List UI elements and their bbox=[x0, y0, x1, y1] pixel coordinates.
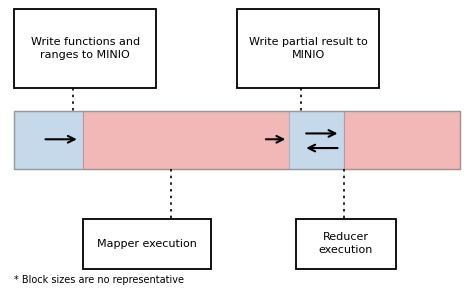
Bar bbox=[83, 111, 289, 169]
Bar bbox=[296, 219, 396, 269]
Bar bbox=[14, 9, 156, 88]
Text: Reducer
execution: Reducer execution bbox=[319, 232, 373, 256]
Bar bbox=[14, 111, 83, 169]
Bar bbox=[14, 111, 460, 169]
Text: * Block sizes are no representative: * Block sizes are no representative bbox=[14, 275, 184, 285]
Bar bbox=[83, 219, 211, 269]
Text: Write functions and
ranges to MINIO: Write functions and ranges to MINIO bbox=[31, 36, 140, 60]
Text: Write partial result to
MINIO: Write partial result to MINIO bbox=[249, 36, 367, 60]
Bar bbox=[344, 111, 460, 169]
Bar bbox=[289, 111, 344, 169]
Text: Mapper execution: Mapper execution bbox=[97, 239, 197, 249]
Bar bbox=[237, 9, 379, 88]
